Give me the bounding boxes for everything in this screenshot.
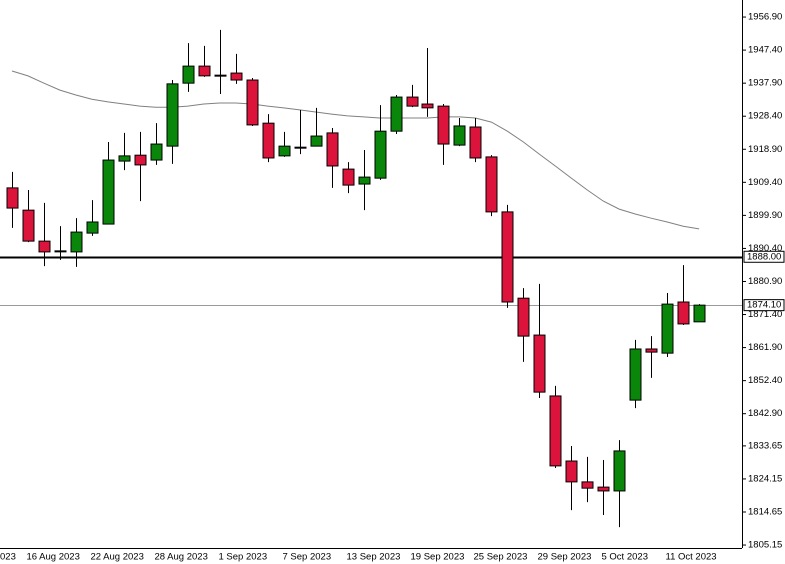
y-tick-label: 1880.90: [748, 276, 782, 287]
x-tick-label: 5 Oct 2023: [602, 552, 648, 563]
candle-body: [517, 297, 530, 337]
candle-body: [581, 481, 594, 489]
x-cut-label: 023: [0, 552, 16, 563]
x-tick-label: 11 Oct 2023: [666, 552, 717, 563]
candle-body: [421, 103, 434, 109]
candle-body: [661, 303, 674, 354]
candle-body: [310, 135, 323, 147]
y-tick-label: 1947.40: [748, 45, 782, 56]
candle-body: [198, 65, 211, 77]
x-tick-label: 16 Aug 2023: [27, 552, 80, 563]
y-tick-label: 1918.90: [748, 144, 782, 155]
candle-body: [677, 301, 690, 325]
x-tick-label: 29 Sep 2023: [538, 552, 592, 563]
y-tick-label: 1937.90: [748, 78, 782, 89]
candle-body: [645, 348, 658, 353]
candle-body: [549, 395, 562, 467]
candle-body: [501, 211, 514, 303]
candle-body: [70, 231, 83, 253]
candle-body: [6, 187, 19, 209]
price-label-box: [743, 250, 785, 263]
y-tick-label: 1861.90: [748, 342, 782, 353]
candle-body: [166, 83, 179, 147]
candle-body: [629, 348, 642, 401]
candle-body: [182, 65, 195, 84]
candle-body: [342, 168, 355, 186]
y-tick-label: 1890.40: [748, 243, 782, 254]
x-tick-label: 1 Sep 2023: [219, 552, 268, 563]
candle-body: [102, 159, 115, 225]
y-tick-label: 1805.15: [748, 540, 782, 551]
candle-body: [453, 125, 466, 146]
x-tick-label: 13 Sep 2023: [347, 552, 401, 563]
candle-body: [294, 146, 307, 149]
x-tick-label: 7 Sep 2023: [283, 552, 332, 563]
candle-body: [358, 176, 371, 185]
candle-body: [22, 209, 35, 242]
candle-body: [326, 132, 339, 167]
moving-average: [11, 70, 700, 230]
candle-body: [262, 122, 275, 159]
candle-body: [230, 72, 243, 81]
y-tick-label: 1871.40: [748, 309, 782, 320]
candle-body: [38, 240, 51, 253]
candle-body: [565, 460, 578, 483]
y-tick-label: 1824.15: [748, 473, 782, 484]
x-tick-label: 28 Aug 2023: [155, 552, 208, 563]
candle-body: [150, 143, 163, 161]
candle-body: [374, 130, 387, 179]
y-tick-label: 1909.40: [748, 177, 782, 188]
candle-body: [406, 96, 419, 107]
y-tick-label: 1814.65: [748, 507, 782, 518]
y-tick-label: 1928.40: [748, 111, 782, 122]
y-tick-label: 1842.90: [748, 408, 782, 419]
y-tick-label: 1833.65: [748, 440, 782, 451]
y-tick-label: 1852.40: [748, 375, 782, 386]
candle-body: [613, 450, 626, 492]
candle-body: [469, 126, 482, 159]
y-tick-label: 1899.90: [748, 210, 782, 221]
candle-body: [597, 486, 610, 492]
price-label: 1888.00: [747, 251, 781, 262]
candle-body: [437, 105, 450, 145]
candle-body: [134, 154, 147, 166]
price-label: 1874.10: [747, 300, 781, 311]
price-label-box: [743, 299, 785, 312]
y-tick-label: 1956.90: [748, 12, 782, 23]
candle-body: [693, 304, 706, 323]
x-tick-label: 19 Sep 2023: [411, 552, 465, 563]
x-tick-label: 25 Sep 2023: [474, 552, 528, 563]
candle-body: [86, 221, 99, 234]
candle-body: [214, 74, 227, 77]
candle-body: [246, 79, 259, 126]
candle-body: [54, 250, 67, 253]
candle-body: [390, 96, 403, 132]
x-tick-label: 22 Aug 2023: [91, 552, 144, 563]
candle-body: [118, 155, 131, 162]
candle-body: [533, 334, 546, 393]
candle-body: [278, 145, 291, 157]
candle-body: [485, 156, 498, 213]
